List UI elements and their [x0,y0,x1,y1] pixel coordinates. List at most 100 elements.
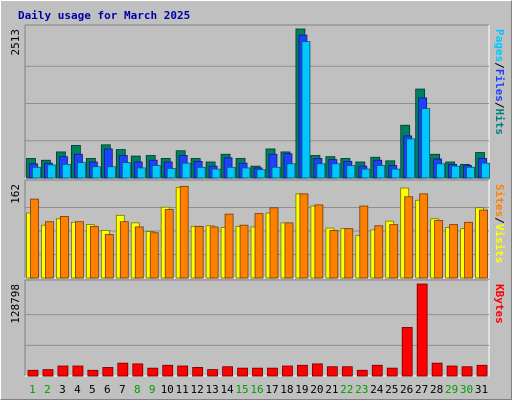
bar-pages-day-29 [451,165,460,179]
y-max-label-visits-sites: 162 [9,184,22,204]
bar-pages-day-9 [151,165,161,179]
bar-sites-day-31 [479,209,488,279]
bar-sites-day-2 [45,221,54,279]
bar-sites-day-23 [359,205,369,279]
bar-sites-day-3 [60,216,69,279]
x-tick-label-3: 3 [59,383,66,396]
bar-kbytes-day-7 [117,362,129,377]
x-tick-label-15: 15 [235,383,248,396]
bar-pages-day-6 [106,166,116,179]
bar-kbytes-day-18 [282,365,293,377]
bar-pages-day-8 [136,167,146,179]
bar-sites-day-12 [194,225,204,279]
bar-kbytes-day-16 [252,367,263,377]
bar-kbytes-day-20 [311,363,323,377]
bar-kbytes-day-3 [57,365,69,377]
x-tick-label-16: 16 [250,383,263,396]
bar-kbytes-day-23 [356,369,368,377]
bar-pages-day-26 [406,138,416,179]
x-tick-label-20: 20 [310,383,323,396]
bar-kbytes-day-8 [132,363,144,377]
bar-pages-day-18 [286,163,296,179]
bar-sites-day-14 [224,213,234,279]
bar-sites-day-27 [419,193,429,279]
x-tick-label-30: 30 [460,383,473,396]
bar-kbytes-day-9 [147,367,159,377]
y-legend-label-kbytes: KBytes [493,284,506,324]
bar-pages-day-24 [376,165,386,179]
bar-kbytes-day-11 [177,365,189,377]
x-tick-label-13: 13 [205,383,218,396]
x-tick-label-6: 6 [104,383,111,396]
x-tick-label-19: 19 [295,383,308,396]
bar-pages-day-19 [301,41,311,179]
bar-pages-day-27 [421,108,431,179]
bar-kbytes-day-5 [87,369,99,377]
bar-kbytes-day-12 [192,367,204,377]
x-tick-label-7: 7 [119,383,126,396]
bar-kbytes-day-15 [237,367,248,377]
x-tick-label-21: 21 [325,383,338,396]
bar-kbytes-day-24 [371,364,383,377]
bar-kbytes-day-13 [207,369,219,377]
x-tick-label-2: 2 [44,383,51,396]
bar-kbytes-day-17 [267,367,278,377]
x-tick-label-28: 28 [430,383,443,396]
bar-sites-day-4 [75,221,84,279]
bar-pages-day-4 [77,162,86,179]
bar-kbytes-day-10 [162,364,174,377]
bar-sites-day-5 [89,225,99,279]
x-tick-label-9: 9 [149,383,156,396]
x-tick-label-17: 17 [265,383,278,396]
bar-sites-day-1 [30,198,39,279]
bar-sites-day-20 [314,204,324,279]
bar-pages-day-23 [361,168,371,179]
x-tick-label-4: 4 [74,383,81,396]
bar-kbytes-day-2 [42,369,54,377]
bar-pages-day-3 [62,163,71,179]
x-tick-label-18: 18 [280,383,293,396]
bar-kbytes-day-27 [416,283,428,377]
bar-pages-day-13 [211,168,221,179]
bar-kbytes-day-31 [476,364,488,377]
x-tick-label-8: 8 [134,383,141,396]
chart-title: Daily usage for March 2025 [18,9,191,22]
bar-pages-day-2 [47,164,56,179]
bar-kbytes-day-14 [222,366,233,377]
bar-sites-day-7 [119,221,129,279]
bar-sites-day-16 [254,213,264,279]
bar-sites-day-22 [344,228,354,279]
bar-sites-day-28 [434,220,444,279]
bar-pages-day-30 [466,166,475,179]
bar-sites-day-8 [134,226,144,279]
bar-pages-day-14 [226,166,236,179]
x-tick-label-22: 22 [340,383,353,396]
bar-sites-day-13 [209,226,219,279]
bar-pages-day-16 [256,169,266,179]
bar-pages-day-28 [436,163,446,179]
y-max-label-kbytes: 128798 [9,284,22,324]
bar-kbytes-day-19 [297,364,308,377]
bar-kbytes-day-21 [326,366,338,377]
bar-pages-day-15 [241,167,251,179]
x-tick-label-27: 27 [415,383,428,396]
bar-pages-day-5 [91,166,101,179]
bar-pages-day-17 [271,166,281,179]
x-tick-label-25: 25 [385,383,398,396]
bar-pages-day-21 [331,163,341,179]
x-tick-label-29: 29 [445,383,458,396]
bar-sites-day-6 [104,234,114,279]
bar-pages-day-22 [346,165,356,179]
x-tick-label-12: 12 [191,383,204,396]
bar-pages-day-7 [121,162,131,179]
bar-sites-day-11 [179,185,189,279]
x-tick-label-31: 31 [475,383,488,396]
bar-sites-day-10 [164,209,174,279]
x-tick-label-11: 11 [176,383,189,396]
bar-pages-day-20 [316,163,326,179]
bar-kbytes-day-22 [341,366,353,377]
bar-kbytes-day-4 [72,365,84,377]
bar-kbytes-day-26 [401,327,413,377]
bar-sites-day-30 [464,221,473,279]
